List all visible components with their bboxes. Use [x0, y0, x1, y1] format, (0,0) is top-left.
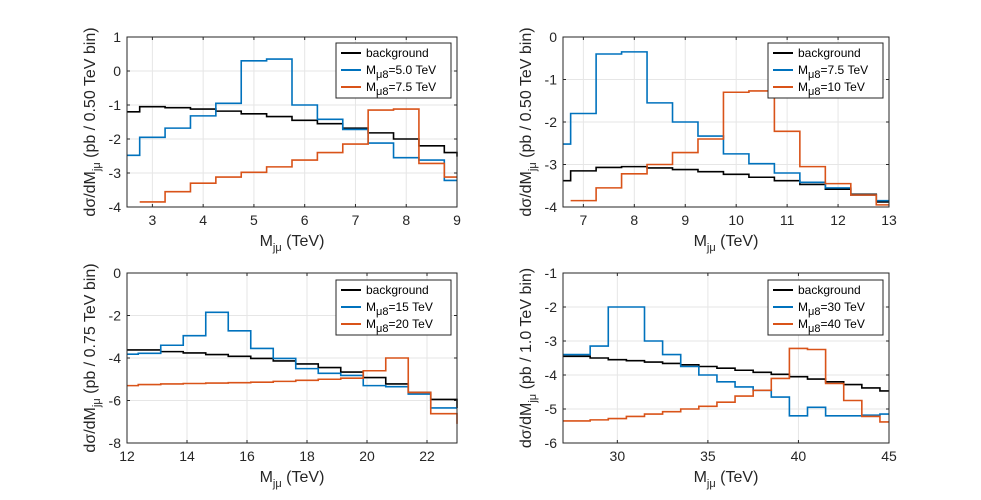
axes-box [126, 36, 458, 208]
legend-entry: background [366, 283, 429, 297]
legend-entry: Mμ8=20 TeV [366, 317, 433, 335]
y-tick-label: 0 [113, 63, 121, 79]
x-tick-label: 8 [630, 212, 638, 228]
legend-entry: Mμ8=7.5 TeV [366, 80, 436, 98]
y-tick-label: 0 [549, 29, 557, 45]
series-line-2 [563, 51, 889, 202]
x-axis-label: Mjμ (TeV) [260, 233, 325, 254]
x-axis-label: Mjμ (TeV) [694, 469, 759, 490]
axes-box [562, 272, 890, 444]
y-axis-label: dσ/dMjμ (pb / 0.75 TeV bin) [82, 263, 103, 452]
x-tick-label: 30 [610, 448, 626, 464]
legend-entry: background [798, 283, 861, 297]
y-tick-label: -3 [545, 333, 558, 349]
y-axis-label: dσ/dMjμ (pb / 1.0 TeV bin) [518, 268, 539, 448]
legend-entry: Mμ8=7.5 TeV [798, 63, 868, 81]
series-line-2 [127, 311, 457, 409]
x-tick-label: 3 [148, 212, 156, 228]
series-line-3 [570, 90, 889, 206]
x-tick-label: 7 [579, 212, 587, 228]
y-tick-label: 0 [113, 265, 121, 281]
y-tick-label: -1 [545, 72, 558, 88]
series-line-2 [563, 306, 889, 417]
x-tick-label: 12 [119, 448, 135, 464]
y-tick-label: 1 [113, 29, 121, 45]
series-line-3 [563, 347, 889, 423]
x-tick-label: 10 [728, 212, 744, 228]
x-tick-label: 16 [239, 448, 255, 464]
x-tick-label: 11 [780, 212, 795, 228]
chart-panel-2: 7 8 9 10 11 12 13 -4 -3 -2 -1 0 Mjμ (TeV) dσ/dMjμ (pb… [518, 27, 897, 254]
y-tick-label: -1 [545, 265, 558, 281]
y-tick-label: -3 [109, 165, 122, 181]
legend-entry: Mμ8=40 TeV [798, 317, 865, 335]
x-tick-label: 22 [419, 448, 435, 464]
y-tick-label: -6 [545, 435, 558, 451]
legend-entry: background [366, 46, 429, 60]
y-tick-label: -4 [109, 199, 122, 215]
y-tick-label: -5 [545, 401, 558, 417]
legend-entry: Mμ8=30 TeV [798, 300, 865, 318]
x-tick-label: 6 [301, 212, 309, 228]
chart-panel-4: 30 35 40 45 -6 -5 -4 -3 -2 -1 Mjμ (TeV) dσ/dMjμ (pb… [518, 265, 897, 490]
x-tick-label: 8 [402, 212, 410, 228]
legend-entry: Mμ8=5.0 TeV [366, 63, 436, 81]
y-tick-label: -4 [545, 367, 558, 383]
x-tick-label: 7 [352, 212, 360, 228]
x-tick-label: 12 [830, 212, 846, 228]
y-axis-label: dσ/dMjμ (pb / 0.50 TeV bin) [82, 27, 103, 216]
series-line-1 [563, 165, 889, 203]
y-tick-label: -2 [545, 299, 558, 315]
x-tick-label: 13 [881, 212, 897, 228]
chart-panel-1: 3 4 5 6 7 8 9 -4 -3 -2 -1 0 1 Mjμ (TeV) dσ/dMjμ (pb / … [82, 27, 461, 254]
y-tick-label: -2 [545, 114, 558, 130]
x-tick-label: 14 [179, 448, 195, 464]
x-tick-label: 9 [453, 212, 461, 228]
series-line-2 [127, 58, 457, 182]
x-tick-label: 35 [700, 448, 716, 464]
series-line-1 [563, 355, 889, 392]
x-tick-label: 18 [299, 448, 315, 464]
y-tick-label: -2 [109, 131, 122, 147]
series-line-3 [139, 108, 457, 203]
legend-entry: background [798, 46, 861, 60]
x-axis-label: Mjμ (TeV) [694, 233, 759, 254]
x-tick-label: 40 [791, 448, 807, 464]
legend-entry: Mμ8=15 TeV [366, 300, 433, 318]
legend-box [767, 279, 884, 336]
y-tick-label: -6 [109, 393, 122, 409]
x-tick-label: 20 [359, 448, 375, 464]
y-tick-label: -3 [545, 157, 558, 173]
y-tick-label: -2 [109, 308, 122, 324]
y-tick-label: -8 [109, 435, 122, 451]
x-axis-label: Mjμ (TeV) [260, 469, 325, 490]
y-tick-label: -1 [109, 97, 122, 113]
legend-entry: Mμ8=10 TeV [798, 80, 865, 98]
x-tick-label: 9 [681, 212, 689, 228]
y-tick-label: -4 [545, 199, 558, 215]
x-tick-label: 4 [199, 212, 207, 228]
chart-panel-3: 12 14 16 18 20 22 -8 -6 -4 -2 0 Mjμ (TeV) dσ/dMjμ (p… [82, 263, 458, 490]
series-line-3 [127, 357, 458, 424]
x-tick-label: 45 [881, 448, 897, 464]
y-tick-label: -4 [109, 350, 122, 366]
y-axis-label: dσ/dMjμ (pb / 0.50 TeV bin) [518, 27, 539, 216]
x-tick-label: 5 [250, 212, 258, 228]
